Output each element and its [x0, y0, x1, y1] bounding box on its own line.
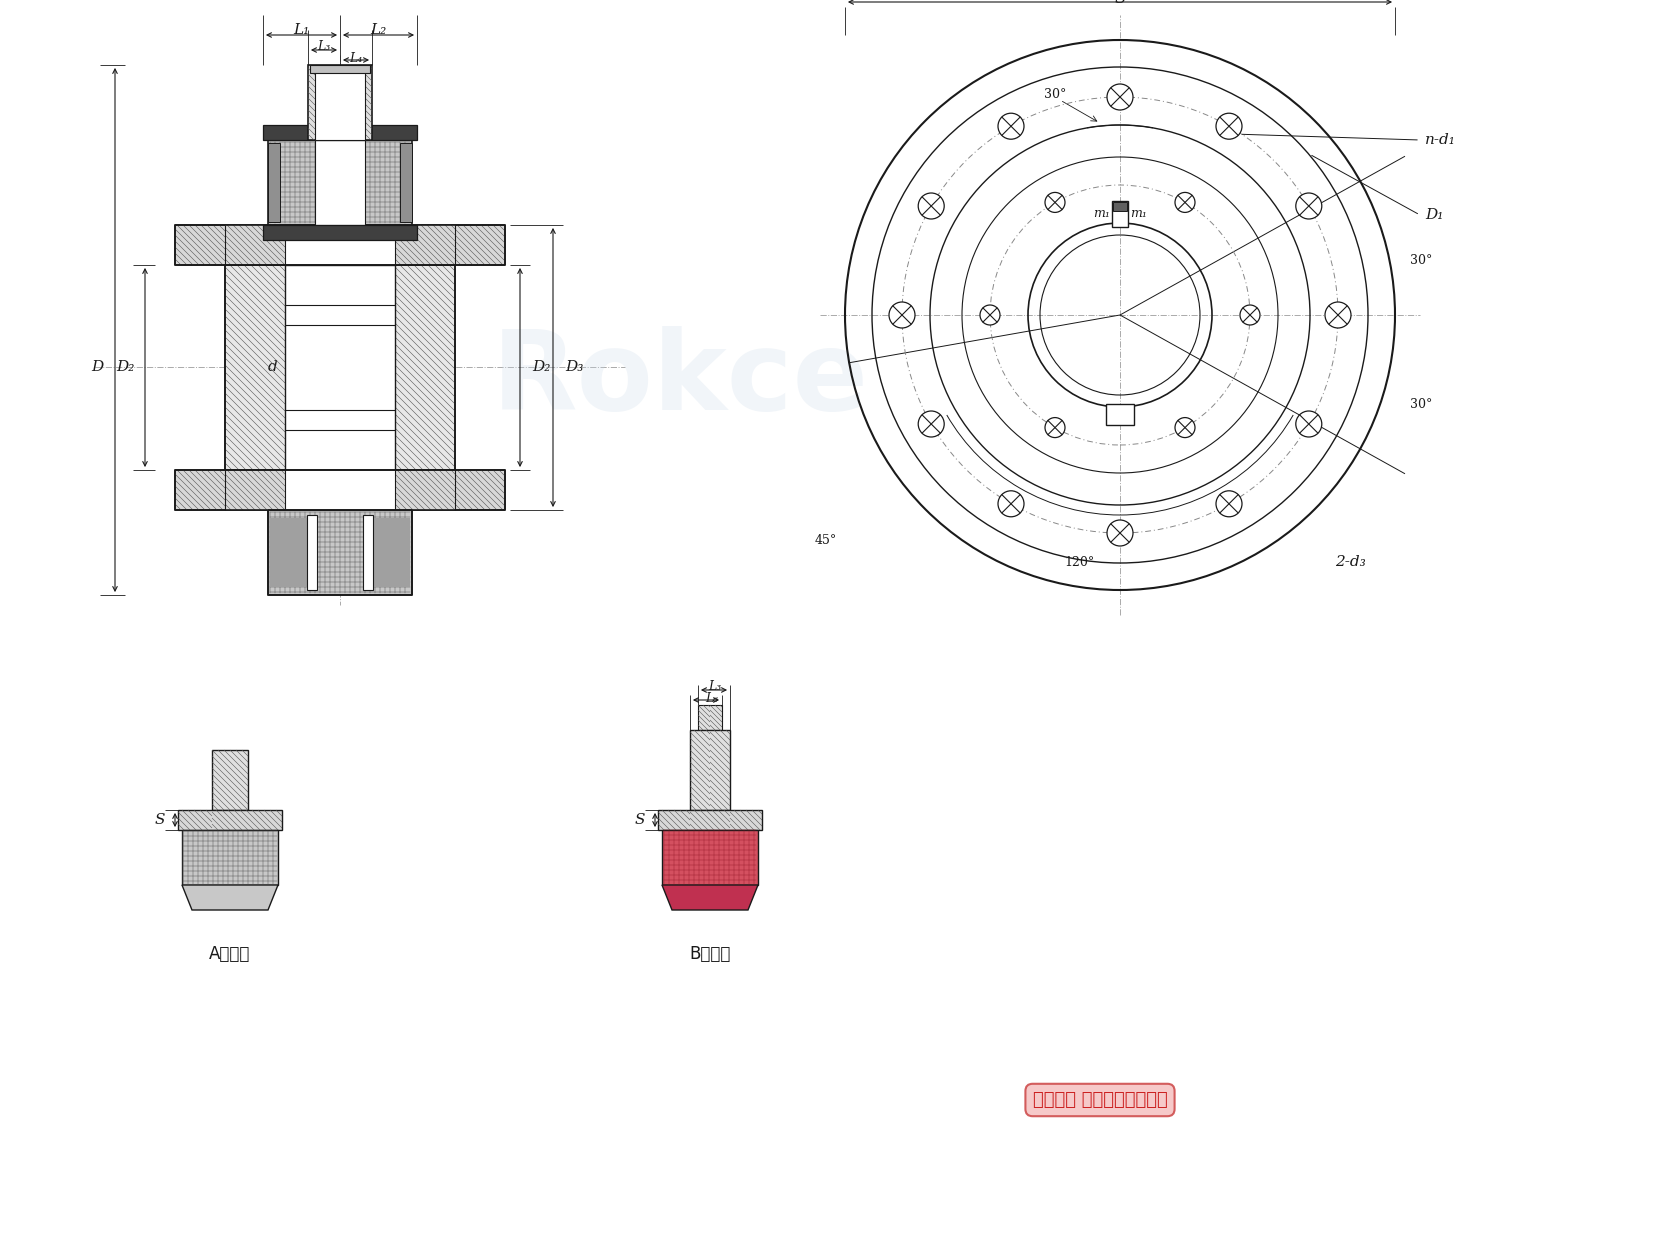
Polygon shape	[400, 142, 412, 222]
Circle shape	[979, 305, 1000, 325]
Circle shape	[998, 113, 1025, 139]
Polygon shape	[181, 885, 277, 910]
Text: D₁: D₁	[1425, 208, 1443, 222]
Circle shape	[1326, 302, 1351, 328]
Text: D₂: D₂	[116, 360, 134, 374]
Polygon shape	[269, 510, 412, 595]
Circle shape	[1107, 84, 1132, 110]
Text: 120°: 120°	[1065, 556, 1095, 568]
Circle shape	[1107, 520, 1132, 546]
Polygon shape	[311, 66, 370, 73]
Circle shape	[919, 411, 944, 437]
Text: L₃: L₃	[318, 40, 331, 53]
Polygon shape	[269, 140, 412, 226]
Text: B型结构: B型结构	[689, 945, 731, 963]
Text: S: S	[635, 813, 645, 827]
Polygon shape	[316, 140, 365, 226]
Text: m₁: m₁	[1131, 207, 1147, 220]
Text: S: S	[155, 813, 165, 827]
Text: S: S	[1114, 0, 1126, 8]
Circle shape	[1045, 417, 1065, 437]
Text: d: d	[267, 360, 277, 374]
Polygon shape	[264, 125, 417, 140]
Text: 2-d₃: 2-d₃	[1336, 554, 1366, 570]
Polygon shape	[286, 226, 395, 265]
Polygon shape	[307, 515, 318, 590]
Text: Rokce: Rokce	[492, 326, 869, 433]
Circle shape	[1295, 193, 1322, 219]
Polygon shape	[363, 515, 373, 590]
Polygon shape	[659, 810, 763, 830]
Text: L₂: L₂	[370, 23, 386, 37]
Polygon shape	[690, 730, 731, 810]
Polygon shape	[212, 750, 249, 810]
Polygon shape	[316, 66, 365, 140]
Polygon shape	[225, 226, 455, 265]
Text: L: L	[334, 417, 344, 431]
Polygon shape	[371, 518, 410, 587]
Polygon shape	[1105, 404, 1134, 425]
Text: D₂: D₂	[533, 360, 551, 374]
Circle shape	[1295, 411, 1322, 437]
Text: m₁: m₁	[1094, 207, 1110, 220]
Polygon shape	[175, 226, 506, 265]
Text: D: D	[91, 360, 102, 374]
Polygon shape	[286, 470, 395, 510]
Circle shape	[1174, 417, 1194, 437]
Polygon shape	[270, 518, 309, 587]
Text: e: e	[307, 328, 318, 341]
Polygon shape	[662, 830, 758, 885]
Text: n-d₁: n-d₁	[1425, 134, 1457, 147]
Circle shape	[1216, 113, 1242, 139]
Polygon shape	[662, 885, 758, 910]
Polygon shape	[1112, 202, 1127, 227]
Text: A型结构: A型结构	[210, 945, 250, 963]
Circle shape	[1174, 193, 1194, 213]
Text: D₃: D₃	[564, 360, 583, 374]
Polygon shape	[225, 265, 455, 470]
Text: 30°: 30°	[1043, 88, 1067, 102]
Polygon shape	[178, 810, 282, 830]
Circle shape	[1045, 193, 1065, 213]
Circle shape	[1240, 305, 1260, 325]
Circle shape	[889, 302, 916, 328]
Polygon shape	[175, 470, 506, 510]
Text: L₁: L₁	[294, 23, 309, 37]
Text: 30°: 30°	[1410, 398, 1433, 412]
Text: 45°: 45°	[815, 533, 837, 547]
Polygon shape	[269, 142, 281, 222]
Text: L₃: L₃	[709, 680, 722, 693]
Text: 30°: 30°	[1410, 253, 1433, 267]
Text: L₆: L₆	[706, 692, 719, 706]
Text: L₄: L₄	[349, 52, 363, 66]
Polygon shape	[307, 66, 371, 140]
Polygon shape	[1114, 202, 1127, 210]
Polygon shape	[264, 226, 417, 239]
Polygon shape	[225, 470, 455, 510]
Polygon shape	[181, 830, 277, 885]
Circle shape	[1216, 491, 1242, 517]
Text: 版权所有 侵权必被严厉追究: 版权所有 侵权必被严厉追究	[1033, 1091, 1168, 1109]
Polygon shape	[697, 706, 722, 730]
Polygon shape	[286, 265, 395, 470]
Circle shape	[919, 193, 944, 219]
Circle shape	[998, 491, 1025, 517]
